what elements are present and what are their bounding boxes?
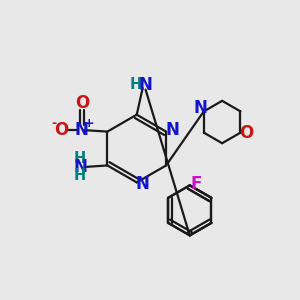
Text: H: H	[74, 151, 86, 166]
Text: O: O	[54, 121, 68, 139]
Text: N: N	[75, 121, 89, 139]
Text: N: N	[139, 76, 152, 94]
Text: -: -	[52, 117, 57, 130]
Text: O: O	[239, 124, 253, 142]
Text: H: H	[74, 168, 86, 183]
Text: N: N	[73, 158, 87, 176]
Text: O: O	[75, 94, 89, 112]
Text: N: N	[166, 122, 179, 140]
Text: N: N	[136, 175, 150, 193]
Text: N: N	[194, 99, 208, 117]
Text: +: +	[84, 117, 94, 130]
Text: F: F	[190, 175, 202, 193]
Text: H: H	[129, 77, 141, 92]
